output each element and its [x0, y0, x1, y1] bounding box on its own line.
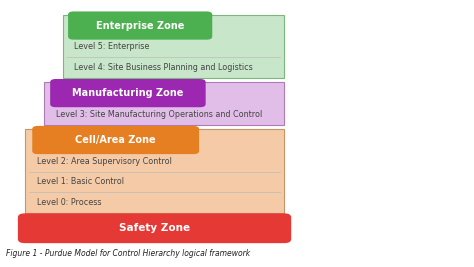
- Text: Enterprise Zone: Enterprise Zone: [96, 21, 184, 30]
- FancyBboxPatch shape: [50, 79, 206, 107]
- Bar: [44, 82, 284, 125]
- Text: Level 1: Basic Control: Level 1: Basic Control: [36, 178, 124, 186]
- Text: Level 2: Area Supervisory Control: Level 2: Area Supervisory Control: [36, 157, 172, 166]
- Text: Manufacturing Zone: Manufacturing Zone: [72, 88, 183, 98]
- FancyBboxPatch shape: [32, 126, 199, 154]
- Text: Level 0: Process: Level 0: Process: [36, 198, 101, 207]
- Text: Figure 1 - Purdue Model for Control Hierarchy logical framework: Figure 1 - Purdue Model for Control Hier…: [6, 249, 250, 258]
- Bar: [25, 129, 284, 213]
- Text: Level 3: Site Manufacturing Operations and Control: Level 3: Site Manufacturing Operations a…: [55, 110, 262, 119]
- Text: Cell/Area Zone: Cell/Area Zone: [75, 135, 156, 145]
- FancyBboxPatch shape: [68, 11, 212, 40]
- Bar: [63, 15, 284, 78]
- FancyBboxPatch shape: [18, 213, 291, 243]
- Text: Safety Zone: Safety Zone: [119, 223, 190, 233]
- Text: Level 4: Site Business Planning and Logistics: Level 4: Site Business Planning and Logi…: [74, 63, 253, 72]
- Text: Level 5: Enterprise: Level 5: Enterprise: [74, 42, 150, 51]
